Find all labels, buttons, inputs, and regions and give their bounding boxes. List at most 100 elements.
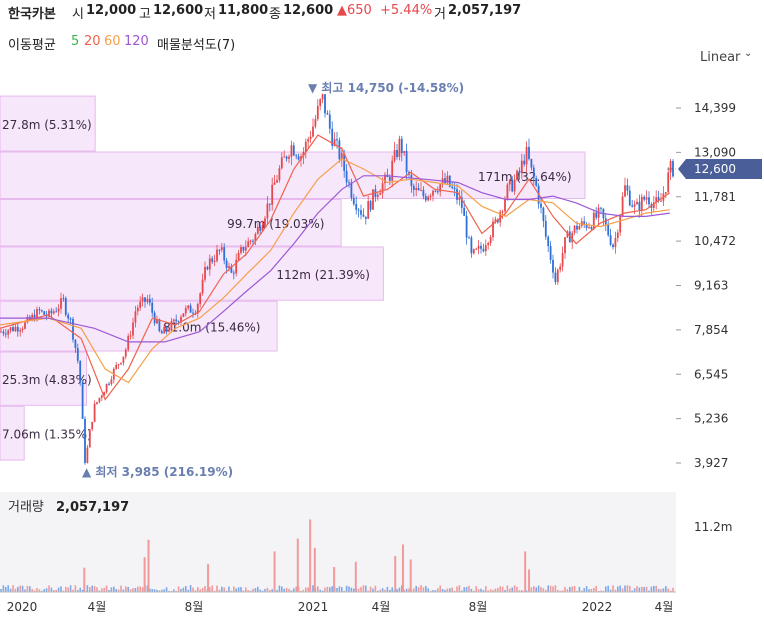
- candle-body: [261, 225, 264, 231]
- volume-bar: [607, 585, 609, 592]
- ma-legend-title: 이동평균: [8, 38, 56, 53]
- candle-body: [403, 150, 406, 154]
- ma-5-label[interactable]: 5: [71, 34, 80, 49]
- volume-bar: [585, 586, 588, 592]
- volume-label: 거: [434, 7, 446, 22]
- candle-body: [621, 196, 624, 216]
- candle-body: [324, 94, 326, 114]
- volume-bar: [552, 586, 554, 592]
- volume-panel-title: 거래량: [8, 500, 44, 515]
- volume-bar: [578, 586, 581, 592]
- candle-body: [52, 311, 55, 314]
- candle-body: [631, 205, 634, 207]
- candle-body: [518, 170, 521, 173]
- candle-body: [559, 266, 562, 270]
- volume-bar: [213, 590, 216, 592]
- volume-bar: [590, 588, 593, 592]
- volume-bar: [456, 586, 458, 592]
- volume-bar: [245, 587, 247, 592]
- volume-bar: [600, 590, 602, 592]
- volume-bar: [336, 588, 338, 592]
- volume-bar: [473, 590, 475, 592]
- volume-bar: [480, 588, 482, 592]
- candle-body: [504, 199, 506, 212]
- volume-bar: [633, 588, 636, 592]
- candle-body: [331, 128, 334, 146]
- candle-body: [614, 238, 617, 248]
- candle-body: [561, 253, 564, 267]
- volume-bar: [537, 585, 540, 592]
- candle-body: [16, 326, 19, 332]
- y-tick-label: 13,090: [694, 145, 736, 159]
- volume-bar: [331, 586, 333, 592]
- candle-body: [657, 197, 660, 201]
- volume-bar: [182, 587, 185, 592]
- candle-body: [199, 293, 202, 304]
- volume-bar: [338, 586, 341, 592]
- candle-body: [4, 333, 7, 335]
- candle-body: [72, 318, 74, 340]
- ma-120-label[interactable]: 120: [124, 34, 149, 49]
- volume-bar: [173, 589, 175, 592]
- y-tick-label: 10,472: [694, 234, 736, 248]
- volume-profile-label: 112m (21.39%): [276, 268, 370, 282]
- volume-bar: [41, 590, 43, 592]
- volume-bar: [156, 589, 158, 592]
- volume-bar: [545, 589, 547, 592]
- volume-bar: [163, 589, 165, 592]
- candle-body: [472, 249, 475, 254]
- volume-bar: [432, 590, 434, 592]
- volume-bar: [619, 585, 621, 592]
- volume-bar: [602, 590, 605, 592]
- candle-body: [405, 150, 408, 173]
- candle-body: [38, 309, 41, 311]
- volume-bar: [581, 590, 583, 592]
- ma20-line: [0, 134, 671, 401]
- candle-body: [566, 231, 569, 238]
- volume-bar: [143, 557, 146, 592]
- ma-20-label[interactable]: 20: [84, 34, 101, 49]
- volume-bar: [192, 587, 194, 592]
- candle-body: [249, 240, 252, 242]
- candle-body: [554, 272, 557, 283]
- scale-selector[interactable]: Linear ⌄: [700, 48, 752, 65]
- candle-body: [124, 349, 127, 357]
- volume-profile-label: 99.7m (19.03%): [227, 217, 324, 231]
- volume-bar: [276, 590, 278, 592]
- volume-bar: [293, 588, 295, 592]
- candle-body: [252, 240, 254, 242]
- volume-bar: [105, 585, 108, 592]
- candle-body: [201, 279, 204, 294]
- volume-bar: [513, 585, 516, 592]
- volume-bar: [497, 587, 499, 592]
- candle-body: [228, 266, 230, 269]
- volume-bar: [204, 585, 206, 592]
- volume-bar: [309, 519, 312, 592]
- volume-bar: [353, 588, 355, 592]
- volume-bar: [137, 586, 139, 592]
- candle-body: [345, 170, 348, 183]
- volume-bar: [624, 585, 626, 592]
- volume-bar: [228, 586, 230, 592]
- volume-bar: [295, 586, 297, 592]
- volume-bar: [67, 587, 69, 592]
- candle-body: [67, 314, 70, 319]
- candle-body: [57, 308, 60, 312]
- candle-body: [230, 266, 233, 273]
- ma-60-label[interactable]: 60: [104, 34, 121, 49]
- candle-body: [264, 218, 266, 226]
- candle-body: [590, 227, 593, 229]
- volume-bar: [108, 590, 110, 592]
- volume-bar: [283, 588, 285, 592]
- volume-bar: [19, 585, 21, 592]
- candle-body: [628, 190, 631, 206]
- volume-bar: [281, 586, 283, 592]
- candle-body: [496, 219, 499, 223]
- candle-body: [357, 209, 360, 211]
- volume-bar: [638, 587, 641, 592]
- volume-bar: [175, 590, 177, 592]
- candle-body: [242, 247, 245, 251]
- volume-profile-toggle[interactable]: 매물분석도(7): [157, 38, 236, 53]
- candle-body: [206, 266, 209, 270]
